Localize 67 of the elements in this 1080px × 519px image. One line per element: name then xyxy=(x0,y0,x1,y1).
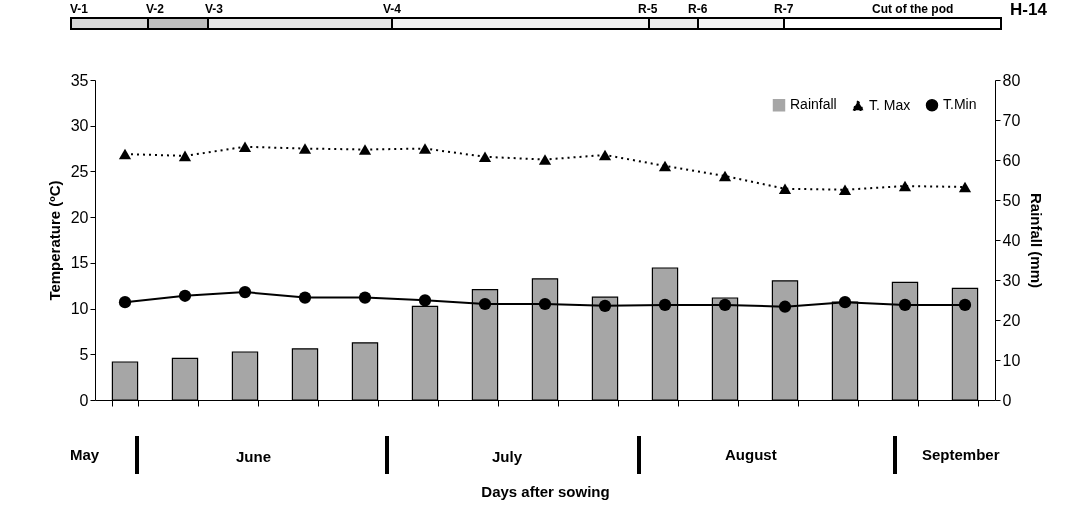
text: V-1 xyxy=(70,2,89,16)
point xyxy=(778,300,792,313)
text: V-2 xyxy=(146,2,165,16)
text: Cut of the pod xyxy=(872,2,954,16)
text: H-14 xyxy=(1010,0,1047,20)
point xyxy=(658,160,672,172)
point xyxy=(358,144,372,155)
point xyxy=(898,180,912,192)
y2-tick-label: 50 xyxy=(1002,191,1021,209)
legend-label: T.Min xyxy=(943,96,977,113)
point xyxy=(718,170,732,182)
y2-axis-title: Rainfall (mm) xyxy=(1028,192,1046,289)
point xyxy=(238,286,252,299)
legend-label: T. Max xyxy=(869,96,911,113)
text: June xyxy=(236,448,272,465)
y-tick-label: 35 xyxy=(70,71,89,89)
point xyxy=(658,298,672,312)
point xyxy=(598,149,612,161)
y-tick-label: 5 xyxy=(79,345,89,363)
text: September xyxy=(922,446,1000,463)
point xyxy=(598,299,612,312)
point xyxy=(178,150,192,162)
point xyxy=(478,151,492,163)
y2-tick-label: 30 xyxy=(1002,271,1021,289)
y-tick-label: 25 xyxy=(70,162,89,180)
y2-tick-label: 0 xyxy=(1002,391,1012,409)
text: V-3 xyxy=(205,2,224,16)
y2-tick-label: 60 xyxy=(1002,151,1021,169)
y-tick-label: 15 xyxy=(70,254,89,272)
point xyxy=(298,291,312,304)
text: R-6 xyxy=(688,2,708,16)
point xyxy=(418,143,432,154)
y2-tick-label: 70 xyxy=(1002,111,1021,129)
point xyxy=(238,141,252,153)
y2-tick-label: 80 xyxy=(1002,71,1021,89)
point xyxy=(118,296,132,309)
point xyxy=(958,298,972,312)
text: R-7 xyxy=(774,2,794,16)
point xyxy=(178,289,192,302)
point xyxy=(538,154,552,165)
point xyxy=(118,148,132,160)
y2-tick-label: 20 xyxy=(1002,311,1021,329)
y-tick-label: 30 xyxy=(70,117,89,135)
point xyxy=(538,297,552,311)
point xyxy=(898,298,912,312)
point xyxy=(958,181,972,193)
point xyxy=(478,297,492,311)
y-tick-label: 0 xyxy=(79,391,89,409)
x-axis-title: Days after sowing xyxy=(481,483,610,500)
point xyxy=(838,184,852,196)
legend-label: Rainfall xyxy=(790,96,837,113)
point xyxy=(718,298,732,312)
y-tick-label: 10 xyxy=(70,300,89,318)
point xyxy=(418,294,432,307)
y2-tick-label: 10 xyxy=(1002,351,1021,369)
y-tick-label: 20 xyxy=(70,208,89,226)
text: V-4 xyxy=(383,2,402,16)
text: July xyxy=(492,448,523,465)
point xyxy=(778,183,792,195)
y2-tick-label: 40 xyxy=(1002,231,1021,249)
point xyxy=(358,291,372,304)
text: May xyxy=(70,446,100,463)
point xyxy=(298,143,312,154)
point xyxy=(838,296,852,309)
text: R-5 xyxy=(638,2,658,16)
text: August xyxy=(725,446,777,463)
y-axis-title: Temperature (ºC) xyxy=(45,180,63,301)
